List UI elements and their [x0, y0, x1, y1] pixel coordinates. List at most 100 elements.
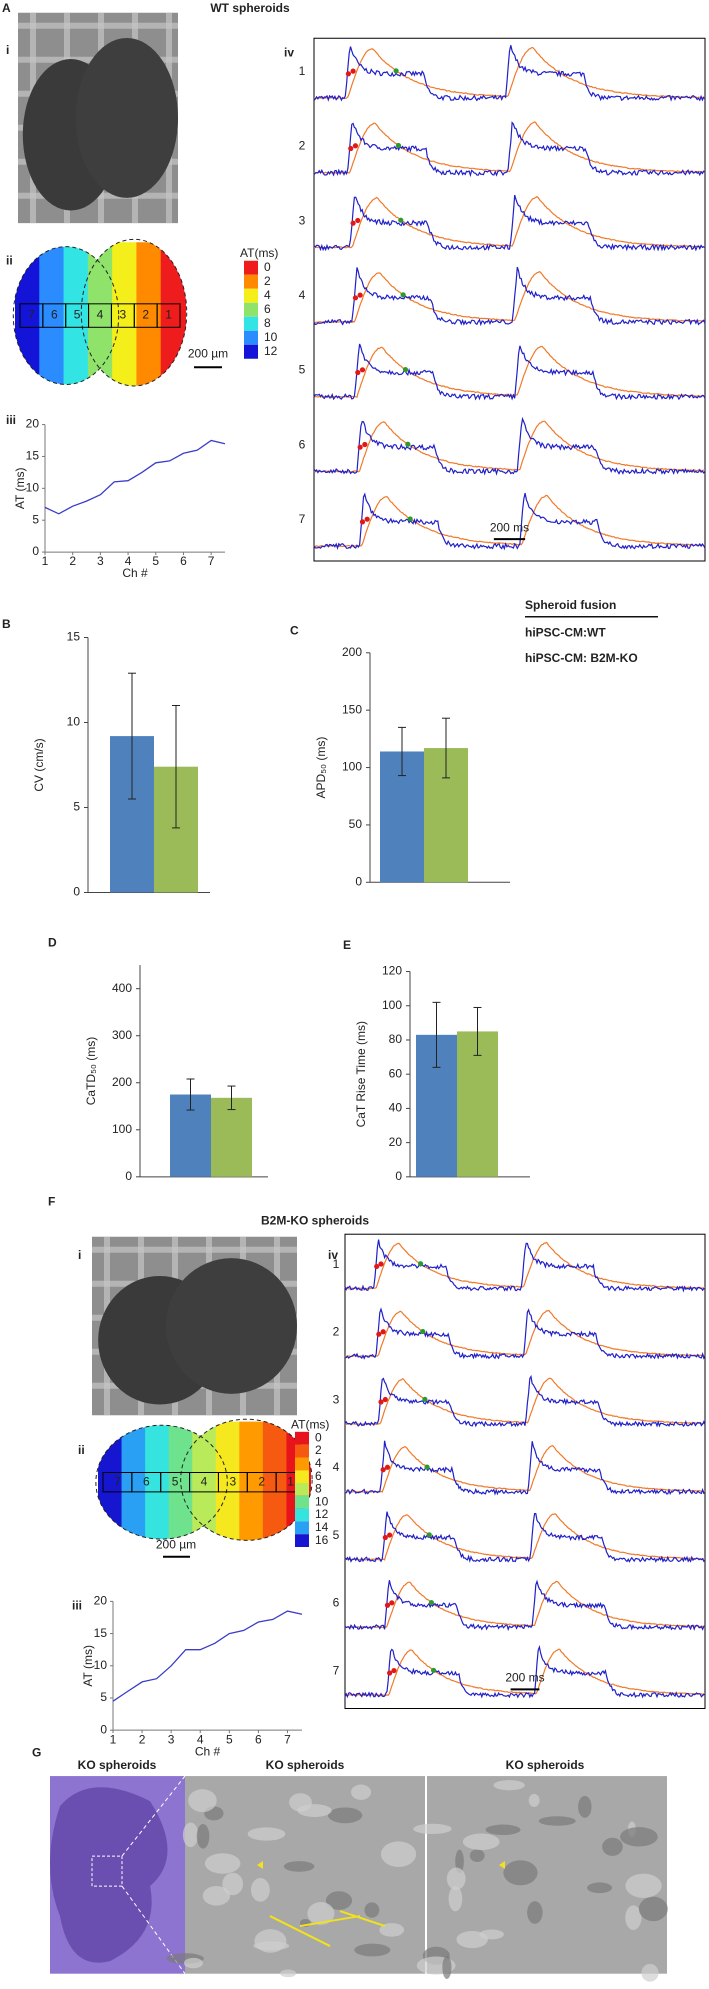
legend-value: 10 [264, 330, 278, 344]
channel-number: 4 [333, 1460, 340, 1474]
x-tick-label: 1 [110, 1732, 117, 1746]
sub-label: ii [6, 254, 13, 268]
sub-label: iv [284, 46, 294, 60]
sub-label: iii [72, 1599, 82, 1613]
em-texture [446, 1867, 466, 1890]
y-tick-label: 120 [382, 964, 402, 978]
em-texture [442, 1955, 452, 1979]
x-tick-label: 7 [284, 1732, 291, 1746]
panel-letter: F [48, 1194, 55, 1208]
activation-dot [350, 68, 356, 74]
activation-dot [384, 1602, 391, 1608]
em-texture [202, 1885, 231, 1906]
channel-number: 1 [333, 1257, 340, 1271]
legend-value: 6 [315, 1469, 322, 1483]
channel-label: 1 [287, 1474, 294, 1488]
tissue [50, 1787, 168, 1963]
em-texture [620, 1827, 658, 1847]
channel-label: 7 [28, 308, 35, 322]
x-tick-label: 5 [152, 554, 159, 568]
optical-trace [344, 1374, 706, 1428]
activation-dot [384, 1464, 391, 1470]
legend-value: 16 [315, 1533, 329, 1547]
legend-entry: hiPSC-CM: B2M-KO [525, 651, 638, 665]
y-tick-label: 100 [112, 1122, 132, 1136]
activation-dot [352, 143, 359, 149]
legend-swatch [295, 1470, 309, 1483]
em-texture [250, 1877, 270, 1902]
heat-band [63, 242, 89, 386]
x-tick-label: 6 [180, 554, 187, 568]
heat-band [136, 242, 162, 386]
y-tick-label: 15 [67, 630, 81, 644]
optical-trace [313, 494, 706, 548]
y-tick-label: 15 [26, 449, 40, 463]
activation-dot [357, 292, 363, 298]
channel-label: 5 [172, 1474, 179, 1488]
em-texture [469, 1849, 485, 1863]
y-tick-label: 15 [94, 1626, 108, 1640]
y-tick-label: 20 [389, 1135, 403, 1149]
repol-dot [395, 142, 402, 149]
em-texture [462, 1833, 500, 1851]
channel-label: 5 [74, 308, 81, 322]
optical-trace [313, 270, 706, 324]
legend-title: AT(ms) [291, 1418, 329, 1432]
em-texture [455, 1849, 464, 1874]
em-texture [625, 1873, 662, 1898]
heat-band [145, 1421, 170, 1541]
legend-value: 14 [315, 1520, 329, 1534]
y-tick-label: 0 [100, 1722, 107, 1736]
panel-title: WT spheroids [210, 1, 290, 15]
channel-number: 3 [299, 213, 306, 227]
channel-number: 1 [299, 64, 306, 78]
legend-title: Spheroid fusion [525, 598, 616, 612]
em-texture [196, 1823, 210, 1849]
legend-value: 12 [315, 1507, 329, 1521]
image-title: KO spheroids [506, 1758, 585, 1772]
spheroid [165, 1258, 297, 1394]
optical-trace [313, 343, 706, 401]
em-texture [602, 1837, 623, 1856]
repol-dot [424, 1464, 430, 1470]
photo-grid [18, 22, 178, 29]
em-arrow [257, 1861, 263, 1870]
optical-trace [344, 1309, 706, 1358]
legend-swatch [295, 1431, 309, 1445]
activation-dot [362, 441, 368, 448]
activation-dot [352, 295, 359, 301]
optical-trace [313, 266, 706, 327]
legend-swatch [295, 1444, 309, 1458]
panel-title: B2M-KO spheroids [261, 1214, 369, 1228]
em-texture [307, 1901, 335, 1925]
optical-trace [344, 1513, 706, 1561]
photo-grid [92, 1246, 297, 1253]
activation-dot [380, 1329, 386, 1335]
channel-label: 3 [120, 308, 127, 322]
repol-dot [407, 516, 413, 522]
heat-band [215, 1421, 241, 1541]
y-tick-label: 40 [389, 1101, 403, 1115]
x-tick-label: 5 [226, 1732, 233, 1746]
sub-label: iv [328, 1248, 338, 1262]
channel-label: 6 [51, 308, 58, 322]
y-tick-label: 20 [26, 417, 40, 431]
em-texture [578, 1795, 592, 1818]
y-tick-label: 100 [382, 998, 402, 1012]
em-texture [503, 1860, 538, 1886]
activation-dot [389, 1600, 395, 1606]
y-tick-label: 0 [32, 544, 39, 558]
outline [12, 246, 120, 385]
y-tick-label: 10 [94, 1658, 108, 1672]
optical-trace [313, 45, 706, 102]
optical-trace [344, 1377, 706, 1426]
activation-dot [345, 71, 352, 77]
y-axis-label: CaT Rise Time (ms) [354, 1021, 368, 1127]
optical-trace [313, 194, 706, 252]
sub-label: i [6, 43, 9, 57]
y-axis-label: APD₅₀ (ms) [314, 737, 328, 799]
channel-number: 4 [299, 288, 306, 302]
activation-dot [355, 217, 361, 224]
activation-dot [380, 1467, 386, 1473]
